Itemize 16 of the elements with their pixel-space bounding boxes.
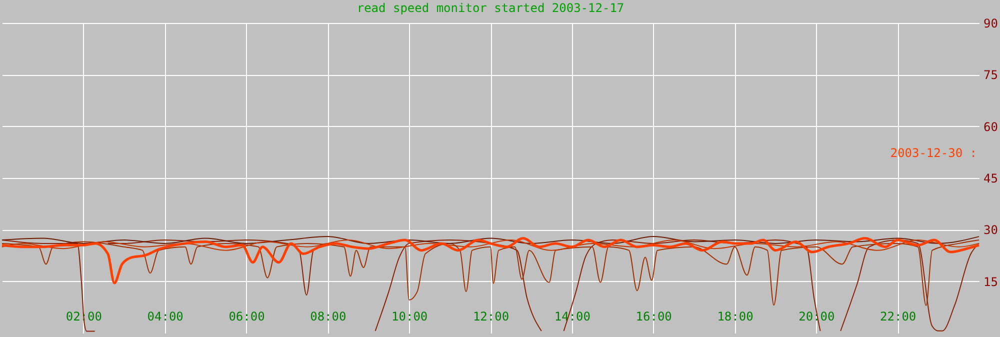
y-tick-label: 75 — [984, 68, 998, 82]
x-tick-label: 22:00 — [880, 310, 916, 324]
y-tick-label: 15 — [984, 274, 998, 289]
chart-title: read speed monitor started 2003-12-17 — [356, 1, 624, 15]
x-tick-label: 18:00 — [717, 310, 754, 324]
x-tick-label: 08:00 — [310, 310, 346, 324]
x-tick-label: 12:00 — [472, 310, 510, 324]
y-tick-label: 90 — [984, 16, 998, 30]
y-tick-label: 45 — [984, 172, 998, 186]
x-tick-label: 16:00 — [636, 310, 672, 324]
text: 2003-12-30 : — [890, 146, 977, 160]
x-tick-label: 06:00 — [228, 310, 265, 324]
x-tick-label: 10:00 — [392, 310, 428, 324]
x-tick-label: 04:00 — [147, 310, 184, 324]
y-tick-label: 30 — [984, 223, 998, 238]
y-tick-label: 60 — [984, 120, 998, 134]
